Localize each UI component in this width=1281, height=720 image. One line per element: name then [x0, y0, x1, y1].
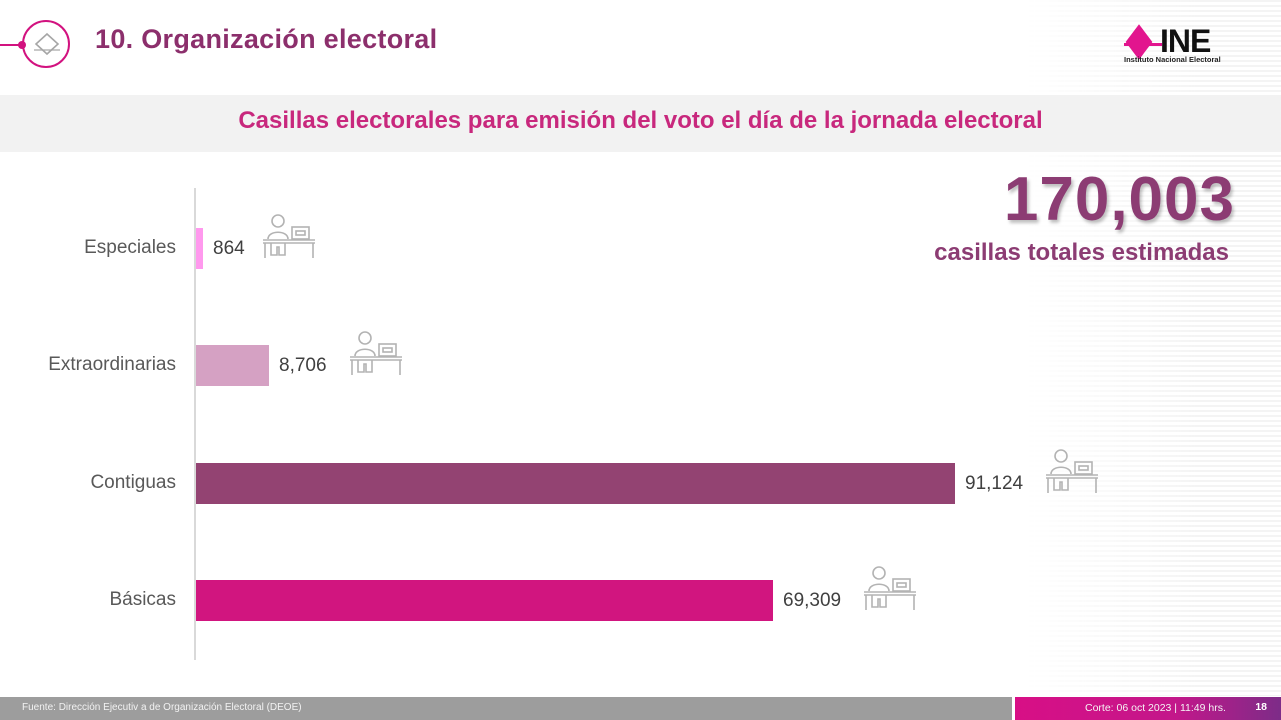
category-label: Extraordinarias	[48, 354, 176, 375]
header-connector-line	[0, 44, 22, 46]
bar	[196, 228, 203, 269]
value-label: 69,309	[783, 590, 842, 611]
value-label: 864	[213, 238, 245, 259]
footer-date-bar: Corte: 06 oct 2023 | 11:49 hrs. 18	[1015, 697, 1281, 720]
diamond-icon	[34, 32, 60, 56]
section-badge	[22, 20, 70, 68]
ine-logo: INE Instituto Nacional Electoral	[1124, 23, 1248, 67]
category-label: Contiguas	[90, 472, 176, 493]
subtitle-band	[0, 95, 1281, 152]
footer-source: Fuente: Dirección Ejecutiv a de Organiza…	[22, 702, 302, 713]
bar-row: Especiales 864	[0, 214, 1281, 270]
total-label: casillas totales estimadas	[934, 239, 1229, 266]
page-title: 10. Organización electoral	[95, 24, 438, 54]
person-at-desk-icon	[261, 212, 317, 260]
person-at-desk-icon	[348, 329, 404, 377]
total-value: 170,003	[1003, 165, 1235, 234]
bar-row: Básicas 69,309	[0, 566, 1281, 622]
logo-text: INE	[1160, 23, 1211, 59]
chart-subtitle: Casillas electorales para emisión del vo…	[238, 107, 1043, 134]
bar	[196, 463, 955, 504]
person-at-desk-icon	[1044, 447, 1100, 495]
bar-row: Extraordinarias 8,706	[0, 331, 1281, 387]
category-label: Básicas	[109, 589, 176, 610]
header-connector-dot	[18, 41, 26, 49]
value-label: 8,706	[279, 355, 327, 376]
footer-source-bar: Fuente: Dirección Ejecutiv a de Organiza…	[0, 697, 1012, 720]
bar	[196, 345, 269, 386]
bar	[196, 580, 773, 621]
value-label: 91,124	[965, 473, 1024, 494]
logo-subtitle: Instituto Nacional Electoral	[1124, 55, 1221, 64]
chart-axis	[194, 188, 196, 660]
footer-cutoff: Corte: 06 oct 2023 | 11:49 hrs.	[1085, 702, 1226, 714]
category-label: Especiales	[84, 237, 176, 258]
bar-row: Contiguas 91,124	[0, 449, 1281, 505]
person-at-desk-icon	[862, 564, 918, 612]
page-number: 18	[1255, 701, 1267, 713]
